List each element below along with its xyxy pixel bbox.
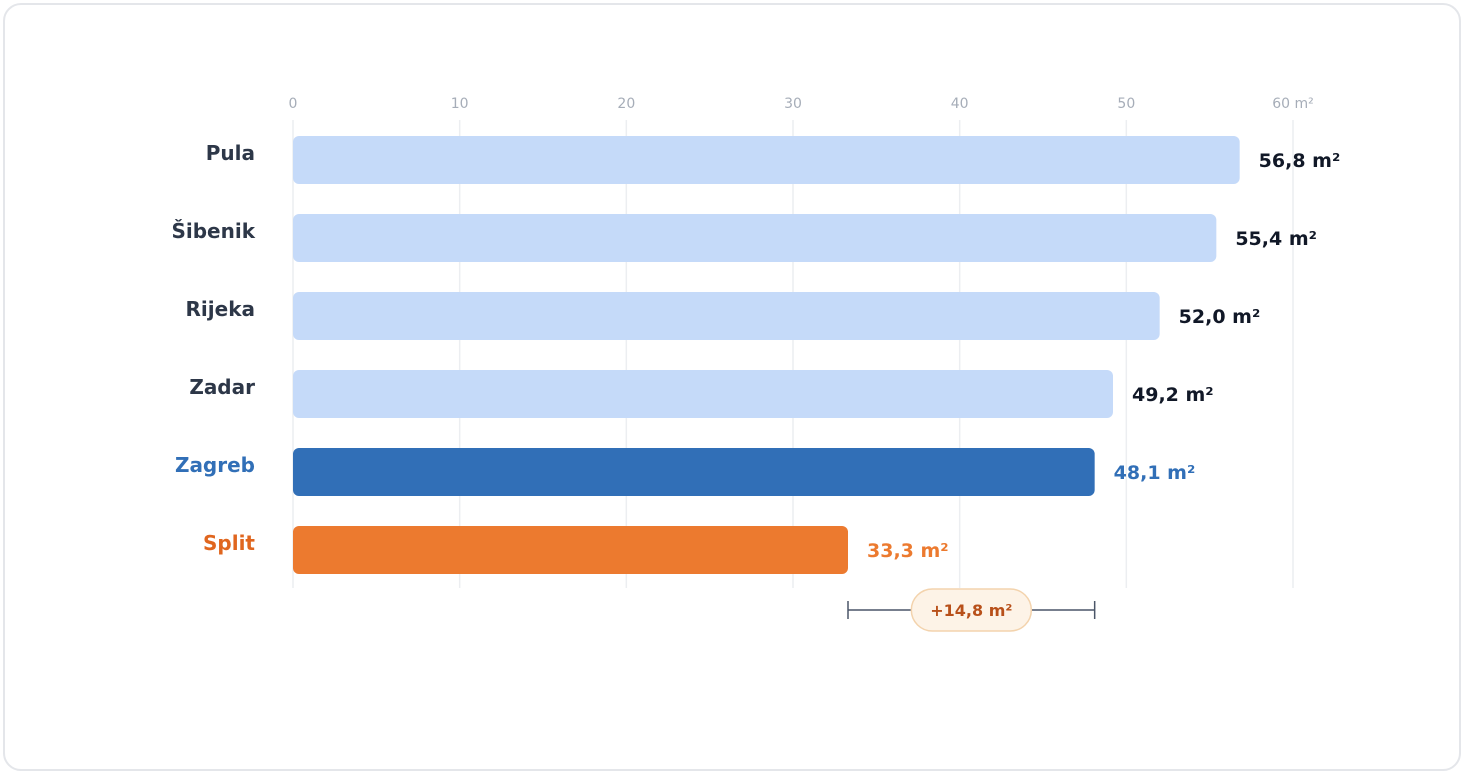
category-label: Zadar	[189, 375, 255, 399]
difference-label: +14,8 m²	[930, 601, 1012, 620]
category-label: Pula	[206, 141, 255, 165]
value-label: 55,4 m²	[1235, 228, 1317, 250]
bar-split	[293, 526, 848, 574]
x-tick-label: 10	[451, 96, 469, 112]
x-tick-label: 20	[617, 96, 635, 112]
category-label: Split	[203, 531, 255, 555]
value-label: 49,2 m²	[1132, 384, 1214, 406]
category-label: Šibenik	[171, 219, 255, 243]
difference-badge	[910, 588, 1033, 632]
x-tick-label: 50	[1117, 96, 1135, 112]
x-tick-label: 30	[784, 96, 802, 112]
bar-rijeka	[293, 292, 1160, 340]
bar-zagreb	[293, 448, 1095, 496]
value-label: 33,3 m²	[867, 540, 949, 562]
value-label: 52,0 m²	[1179, 306, 1261, 328]
x-tick-label: 40	[951, 96, 969, 112]
x-tick-label: 60 m²	[1272, 96, 1314, 112]
bar-šibenik	[293, 214, 1217, 262]
category-label: Zagreb	[175, 453, 255, 477]
value-label: 48,1 m²	[1114, 462, 1196, 484]
bar-pula	[293, 136, 1240, 184]
category-label: Rijeka	[186, 297, 255, 321]
x-tick-label: 0	[289, 96, 298, 112]
value-label: 56,8 m²	[1259, 150, 1341, 172]
bar-zadar	[293, 370, 1113, 418]
